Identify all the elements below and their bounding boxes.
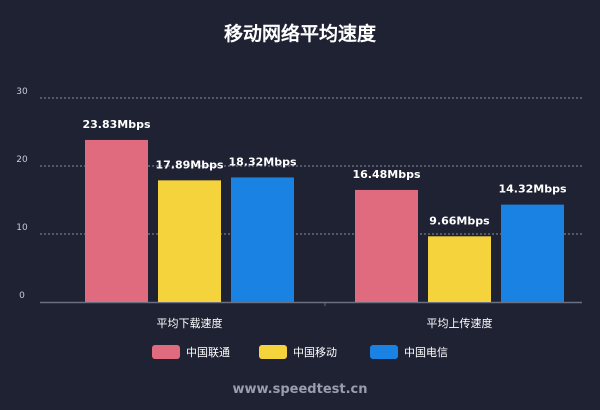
bar (158, 180, 221, 302)
bar (231, 177, 294, 302)
data-label: 16.48Mbps (352, 168, 420, 181)
data-label: 23.83Mbps (82, 118, 150, 131)
legend-swatch (152, 345, 180, 359)
x-tick-label: 平均上传速度 (427, 316, 493, 330)
legend-label: 中国联通 (186, 346, 230, 359)
data-label: 17.89Mbps (155, 158, 223, 171)
y-tick-label: 30 (16, 87, 28, 97)
y-tick-label: 20 (16, 155, 28, 165)
bar (501, 204, 564, 302)
legend-item[interactable]: 中国移动 (259, 345, 337, 359)
bar (355, 189, 418, 302)
legend-swatch (259, 345, 287, 359)
footer-watermark: www.speedtest.cn (232, 382, 367, 397)
legend-swatch (370, 345, 398, 359)
chart-title: 移动网络平均速度 (224, 22, 377, 45)
legend-item[interactable]: 中国电信 (370, 345, 448, 359)
data-label: 18.32Mbps (228, 155, 296, 168)
legend-label: 中国移动 (293, 346, 337, 359)
legend-item[interactable]: 中国联通 (152, 345, 230, 359)
bar (428, 236, 491, 302)
legend-label: 中国电信 (404, 346, 448, 359)
data-label: 14.32Mbps (498, 183, 566, 196)
y-tick-label: 0 (19, 291, 25, 301)
data-label: 9.66Mbps (429, 214, 490, 227)
x-tick-label: 平均下载速度 (157, 316, 223, 330)
bar (85, 139, 148, 302)
y-tick-label: 10 (16, 223, 28, 233)
